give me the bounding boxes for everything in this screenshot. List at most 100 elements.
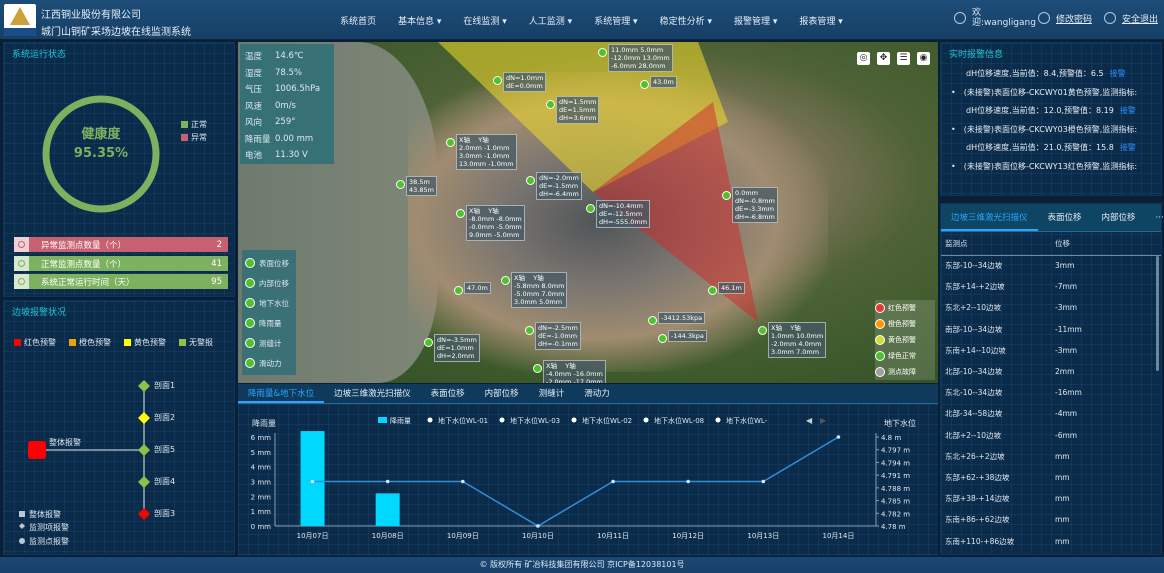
sensor-label[interactable]: 46.1m [718, 282, 745, 294]
table-scrollbar[interactable] [1156, 256, 1159, 371]
sensor-marker-icon[interactable] [722, 191, 731, 200]
more-tabs-button[interactable]: ··· [1155, 213, 1164, 223]
sensor-marker-icon[interactable] [424, 338, 433, 347]
legend-prev-icon[interactable]: ◀ [806, 416, 813, 425]
section-node[interactable] [138, 412, 150, 424]
chart-tab[interactable]: 测缝计 [538, 389, 565, 399]
table-row[interactable]: 东南+86-+62边坡 mm [941, 509, 1161, 530]
chart-tab[interactable]: 滑动力 [584, 389, 610, 399]
sensor-label[interactable]: 43.0m [650, 76, 677, 88]
layer-toggle[interactable]: 测缝计 [245, 333, 293, 353]
sensor-label[interactable]: dN=-2.0mm dE=-1.5mm dH=-6.4mm [536, 172, 582, 200]
sensor-label[interactable]: dN=-10.4mm dE=-12.5mm dH=-555.0mm [596, 200, 651, 228]
nav-manual-monitor[interactable]: 人工监测 ▾ [528, 17, 573, 27]
nav-home[interactable]: 系统首页 [340, 17, 377, 27]
table-row[interactable]: 东南+110-+86边坡 mm [941, 530, 1161, 551]
sensor-marker-icon[interactable] [493, 76, 502, 85]
legend-next-icon[interactable]: ▶ [820, 416, 827, 425]
table-tab[interactable]: 内部位移 [1101, 213, 1136, 223]
sensor-label[interactable]: X轴 Y轴 -8.0mm -8.0mm -0.0mm -5.0mm 9.0mm … [466, 205, 525, 241]
table-tab[interactable]: 表面位移 [1047, 213, 1082, 223]
water-level-point[interactable] [836, 435, 841, 439]
legend-label[interactable]: 地下水位WL-03 [510, 416, 560, 425]
sensor-label[interactable]: 38.5m 43.85m [406, 176, 437, 196]
layer-toggle[interactable]: 降雨量 [245, 313, 293, 333]
table-row[interactable]: 东部+62-+38边坡 mm [941, 467, 1161, 488]
layer-toggle[interactable]: 地下水位 [245, 293, 293, 313]
list-icon[interactable]: ☰ [897, 52, 910, 65]
section-node[interactable] [138, 476, 150, 488]
sensor-marker-icon[interactable] [708, 286, 717, 295]
table-row[interactable]: 东北+26-+2边坡 mm [941, 446, 1161, 467]
sensor-label[interactable]: 11.0mm 5.0mm -12.0mm 13.0mm -6.0mm 28.0m… [608, 44, 673, 72]
chart-tab[interactable]: 降雨量&地下水位 [238, 384, 325, 403]
sensor-label[interactable]: X轴 Y轴 -5.8mm 8.0mm -5.0mm 7.0mm 3.0mm 5.… [511, 272, 568, 308]
sensor-marker-icon[interactable] [546, 100, 555, 109]
legend-label[interactable]: 地下水位WL- [726, 416, 768, 425]
table-row[interactable]: 北部-10--34边坡 2mm [941, 361, 1161, 382]
sensor-marker-icon[interactable] [586, 204, 595, 213]
record-icon[interactable]: ◉ [917, 52, 930, 65]
sensor-marker-icon[interactable] [758, 326, 767, 335]
legend-label[interactable]: 地下水位WL-02 [582, 416, 632, 425]
legend-label[interactable]: 降雨量 [390, 416, 411, 425]
table-row[interactable]: 东北-10--34边坡 -16mm [941, 382, 1161, 403]
fullscreen-icon[interactable]: ✥ [877, 52, 890, 65]
section-node[interactable] [138, 444, 150, 456]
locate-icon[interactable]: ◎ [857, 52, 870, 65]
ack-link[interactable]: 接警 [1119, 106, 1136, 115]
sensor-marker-icon[interactable] [446, 138, 455, 147]
ack-link[interactable]: 接警 [1119, 143, 1136, 152]
sensor-marker-icon[interactable] [658, 334, 667, 343]
sensor-marker-icon[interactable] [396, 180, 405, 189]
table-row[interactable]: 东部+38-+14边坡 mm [941, 488, 1161, 509]
chart-tab[interactable]: 内部位移 [484, 389, 519, 399]
layer-toggle[interactable]: 内部位移 [245, 273, 293, 293]
sensor-label[interactable]: dN=-3.5mm dE=1.0mm dH=2.0mm [434, 334, 480, 362]
sensor-marker-icon[interactable] [526, 176, 535, 185]
sensor-label[interactable]: X轴 Y轴 2.0mm -1.0mm 3.0mm -1.0mm 13.0mm -… [456, 134, 517, 170]
table-row[interactable]: 东部+14-+2边坡 -7mm [941, 276, 1161, 297]
table-row[interactable]: 东部-10--34边坡 3mm [941, 255, 1161, 276]
sensor-marker-icon[interactable] [598, 48, 607, 57]
overall-alarm-node[interactable] [28, 441, 46, 459]
sensor-label[interactable]: X轴 Y轴 -4.0mm -16.0mm -2.0mm -17.0mm [543, 360, 606, 383]
sensor-label[interactable]: 47.0m [464, 282, 491, 294]
sensor-label[interactable]: -3412.53kpa [658, 312, 706, 324]
water-level-point[interactable] [536, 524, 540, 528]
legend-label[interactable]: 地下水位WL-08 [654, 416, 704, 425]
ack-link[interactable]: 接警 [1109, 69, 1126, 78]
rain-bar[interactable] [300, 431, 325, 526]
sensor-marker-icon[interactable] [501, 276, 510, 285]
table-row[interactable]: 东南+14--10边坡 -3mm [941, 340, 1161, 361]
water-level-point[interactable] [611, 479, 615, 484]
sensor-marker-icon[interactable] [648, 316, 657, 325]
rain-bar[interactable] [375, 493, 400, 526]
table-row[interactable]: 东北+2--10边坡 -3mm [941, 297, 1161, 318]
sensor-label[interactable]: dN=1.5mm dE=1.5mm dH=3.6mm [556, 96, 600, 124]
nav-system-admin[interactable]: 系统管理 ▾ [594, 17, 638, 27]
table-row[interactable]: 南部-10--34边坡 -11mm [941, 319, 1161, 340]
water-level-point[interactable] [461, 479, 465, 484]
sensor-marker-icon[interactable] [525, 326, 534, 335]
sensor-label[interactable]: -144.3kpa [668, 330, 707, 342]
section-node[interactable] [138, 380, 150, 392]
layer-toggle[interactable]: 表面位移 [245, 253, 293, 273]
nav-online-monitor[interactable]: 在线监测 ▾ [463, 17, 507, 27]
water-level-point[interactable] [761, 479, 766, 484]
sensor-marker-icon[interactable] [640, 80, 649, 89]
table-row[interactable]: 北部-34--58边坡 -4mm [941, 403, 1161, 424]
map-view[interactable]: 温度 14.6℃ 湿度 78.5% 气压 1006.5hPa 风速 0m/s 风向 259° 降雨量… [238, 42, 938, 383]
sensor-marker-icon[interactable] [456, 209, 465, 218]
sensor-label[interactable]: dN=1.0mm dE=0.0mm [503, 72, 547, 92]
nav-alarm-admin[interactable]: 报警管理 ▾ [733, 17, 778, 27]
nav-stability[interactable]: 稳定性分析 ▾ [659, 17, 712, 27]
layer-toggle[interactable]: 滑动力 [245, 353, 293, 373]
table-tab[interactable]: 边坡三维激光扫描仪 [941, 204, 1038, 231]
sensor-label[interactable]: dN=-2.5mm dE=-1.0mm dH=-0.1mm [535, 322, 581, 350]
sensor-label[interactable]: 0.0mm dN=-0.8mm dE=-3.3mm dH=-6.8mm [732, 187, 778, 223]
nav-reports[interactable]: 报表管理 ▾ [799, 17, 843, 27]
water-level-point[interactable] [310, 479, 315, 484]
chart-tab[interactable]: 边坡三维激光扫描仪 [334, 389, 411, 399]
change-password-link[interactable]: 修改密码 [1055, 14, 1092, 25]
